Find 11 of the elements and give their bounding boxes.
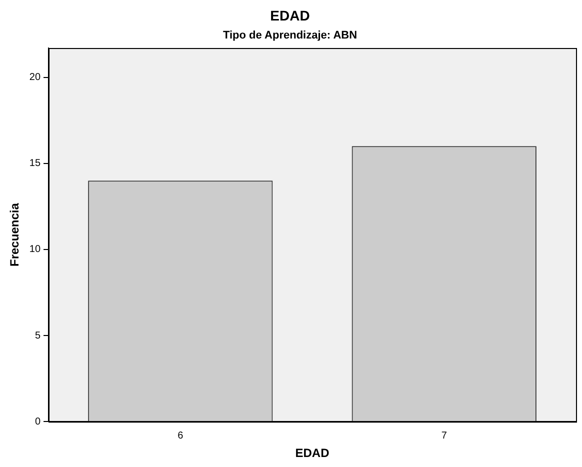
x-tick-label: 7: [441, 430, 448, 442]
chart-subtitle: Tipo de Aprendizaje: ABN: [222, 29, 358, 42]
y-tick-label: 10: [29, 244, 41, 256]
y-axis-title: Frecuencia: [8, 202, 22, 266]
y-tick-label: 5: [34, 330, 41, 342]
x-axis-title: EDAD: [295, 446, 330, 460]
y-tick-label: 20: [29, 72, 41, 84]
x-tick-label: 6: [178, 430, 184, 442]
y-tick-label: 0: [34, 416, 41, 428]
y-tick-label: 15: [29, 158, 41, 170]
chart-title: EDAD: [270, 7, 310, 24]
